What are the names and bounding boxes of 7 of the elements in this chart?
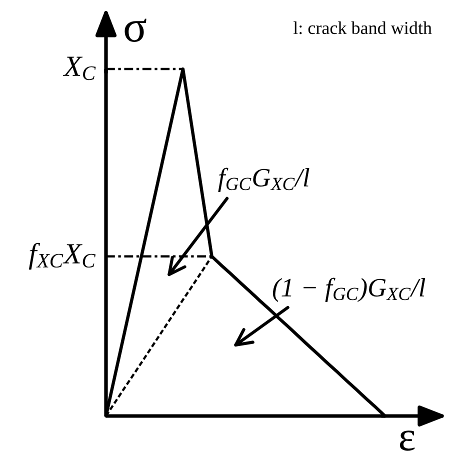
ref-line-label: X$_{C}$ [62, 56, 96, 80]
annotation: f$_{GC}$G$_{XC}$/l [218, 168, 310, 192]
annotation: (1 − f$_{GC}$)G$_{XC}$/l [272, 278, 426, 302]
x-axis-title: ε [400, 430, 415, 451]
ref-line-label: f$_{XC}$X$_{C}$ [28, 242, 96, 270]
y-axis-title: σ [124, 18, 146, 42]
text: l: crack band width [293, 21, 432, 34]
